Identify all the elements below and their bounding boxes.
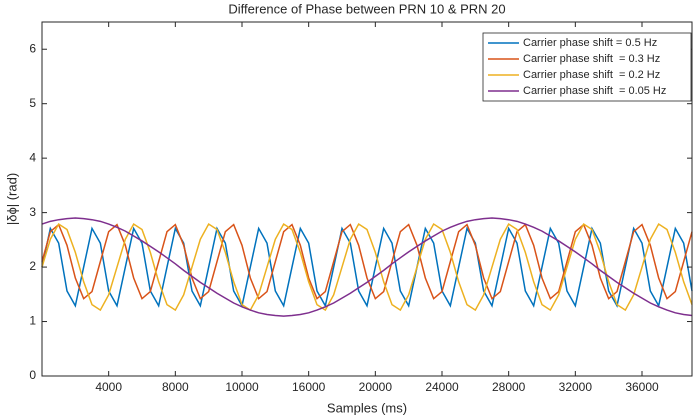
y-tick-label: 4 [29,150,36,164]
legend-label: Carrier phase shift = 0.5 Hz [523,37,657,49]
y-axis-label: |δϕ| (rad) [4,173,19,225]
x-tick-label: 20000 [359,380,393,394]
legend-label: Carrier phase shift = 0.05 Hz [523,85,666,97]
x-axis-label: Samples (ms) [327,400,407,415]
axes-box [41,21,693,377]
x-tick-label: 4000 [95,380,122,394]
legend-box [482,32,692,102]
y-tick-label: 3 [29,205,36,219]
data-line [41,217,693,317]
chart-title: Difference of Phase between PRN 10 & PRN… [228,1,505,16]
legend: Carrier phase shift = 0.5 Hz Carrier phas… [482,32,692,102]
x-tick-label: 36000 [625,380,659,394]
x-tick-label: 8000 [162,380,189,394]
y-tick-label: 1 [29,314,36,328]
y-tick-label: 6 [29,41,36,55]
y-tick-label: 5 [29,96,36,110]
legend-label: Carrier phase shift = 0.2 Hz [523,69,660,81]
x-tick-label: 24000 [425,380,459,394]
data-line [41,222,693,312]
x-tick-label: 32000 [559,380,593,394]
x-tick-label: 28000 [492,380,526,394]
y-tick-label: 2 [29,259,36,273]
y-tick-label: 0 [29,368,36,382]
x-tick-label: 10000 [225,380,259,394]
legend-label: Carrier phase shift = 0.3 Hz [523,53,660,65]
x-tick-label: 16000 [292,380,326,394]
